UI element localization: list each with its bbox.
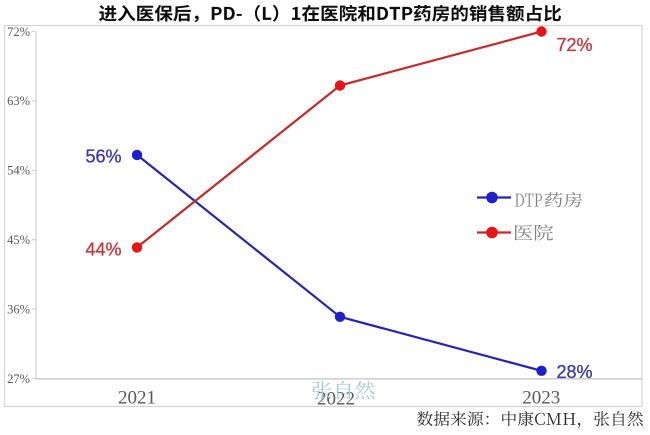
svg-text:72%: 72% bbox=[556, 35, 592, 55]
svg-text:56%: 56% bbox=[85, 147, 121, 167]
svg-text:44%: 44% bbox=[85, 239, 121, 259]
svg-text:28%: 28% bbox=[556, 362, 592, 382]
svg-text:54%: 54% bbox=[7, 164, 30, 178]
svg-text:2023: 2023 bbox=[522, 388, 560, 409]
svg-text:45%: 45% bbox=[7, 233, 30, 247]
svg-text:36%: 36% bbox=[7, 302, 30, 316]
svg-text:72%: 72% bbox=[7, 25, 30, 39]
svg-text:2021: 2021 bbox=[118, 388, 156, 409]
svg-text:63%: 63% bbox=[7, 94, 30, 108]
svg-text:27%: 27% bbox=[7, 372, 30, 386]
